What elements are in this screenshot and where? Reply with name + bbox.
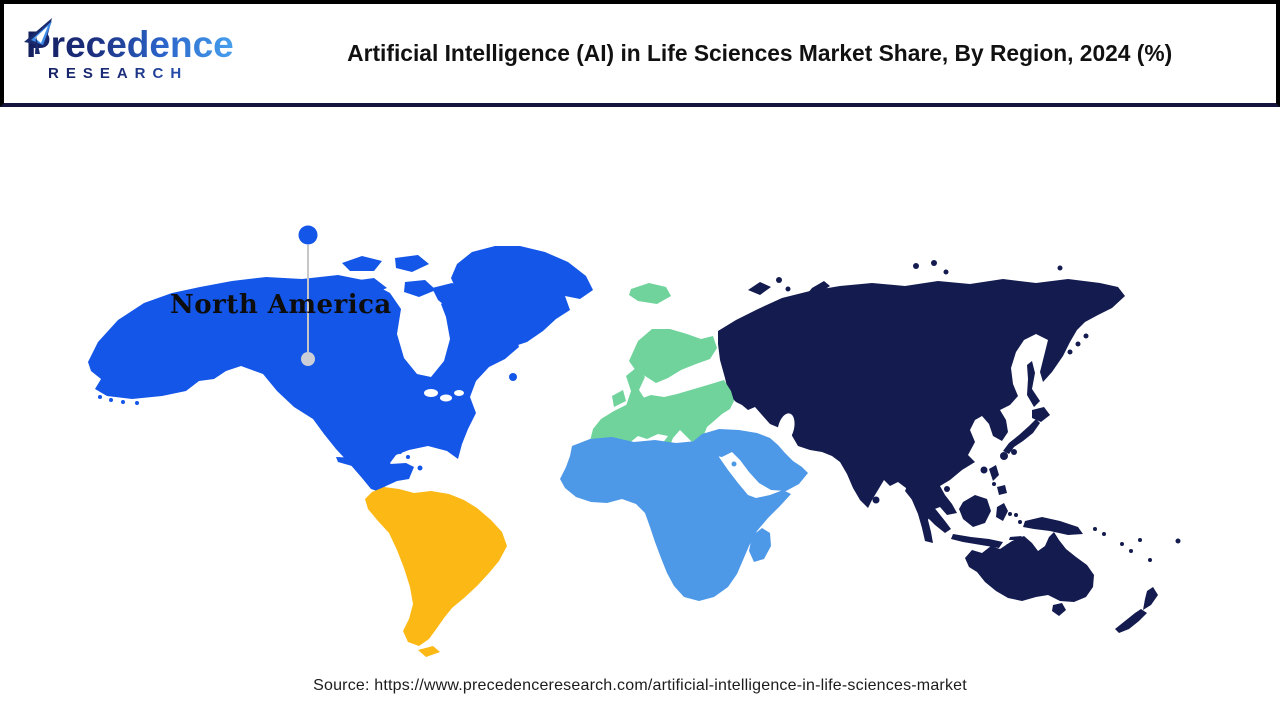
map-region-europe [590, 283, 734, 470]
great-lakes [424, 389, 464, 402]
world-map-stage: North America 49% [0, 107, 1280, 720]
precedence-research-logo: Precedence RESEARCH [24, 17, 261, 82]
header: Precedence RESEARCH Artificial Intellige… [0, 0, 1280, 107]
map-region-africa [560, 437, 791, 601]
north-america-label: North America [170, 290, 392, 320]
leader-dot-start [298, 225, 318, 245]
logo-text-secondary: RESEARCH [26, 65, 261, 82]
source-text: Source: https://www.precedenceresearch.c… [313, 677, 967, 694]
map-region-north-america [88, 246, 593, 491]
caspian-sea [777, 413, 795, 443]
logo-text-primary: Precedence [26, 23, 234, 65]
leader-dot-end [301, 352, 315, 366]
map-region-south-america [365, 487, 507, 657]
map-region-middle-east [690, 429, 808, 491]
page-title: Artificial Intelligence (AI) in Life Sci… [346, 40, 1173, 66]
annotation-leader [298, 225, 318, 366]
north-america-value: 49% [281, 473, 335, 503]
logo-sail-icon [24, 17, 52, 54]
map-region-asia-pacific [718, 260, 1181, 633]
